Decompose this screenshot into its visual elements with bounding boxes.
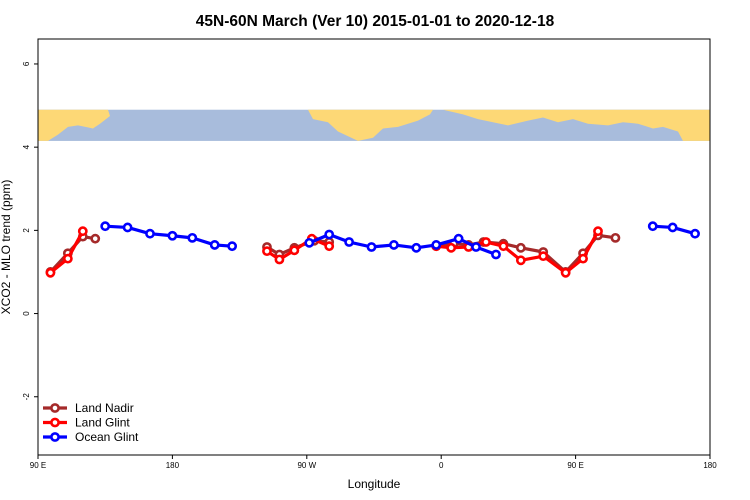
legend-marker <box>50 403 60 413</box>
x-tick-label: 180 <box>703 461 717 470</box>
data-point <box>344 237 355 247</box>
series-land-nadir <box>45 230 621 277</box>
legend-label: Ocean Glint <box>75 430 139 444</box>
data-point <box>538 251 549 262</box>
y-tick-label: 0 <box>22 311 31 316</box>
x-tick-label: 180 <box>166 461 180 470</box>
map-land-0 <box>38 109 110 141</box>
data-point <box>289 245 300 256</box>
x-tick-label: 0 <box>439 461 444 470</box>
legend-marker <box>50 417 60 428</box>
data-point <box>491 249 501 260</box>
data-point <box>498 241 509 252</box>
data-point <box>431 240 442 250</box>
x-tick-label: 90 W <box>297 461 316 470</box>
series-layer <box>45 221 700 278</box>
y-axis-label: XCO2 - MLO trend (ppm) <box>0 180 13 315</box>
data-point <box>209 240 220 250</box>
y-axis: -2 0 2 4 6 <box>22 61 38 400</box>
data-point <box>77 226 88 237</box>
data-point <box>145 228 155 239</box>
data-point <box>610 232 621 243</box>
data-point <box>167 230 178 241</box>
legend-label: Land Nadir <box>75 401 134 415</box>
x-tick-label: 90 E <box>30 461 46 470</box>
data-point <box>45 267 56 278</box>
legend-marker <box>50 432 60 442</box>
data-point <box>262 246 272 257</box>
legend-label: Land Glint <box>75 416 130 430</box>
data-point <box>304 237 315 248</box>
x-axis: 90 E 180 90 W 0 90 E 180 <box>30 455 717 470</box>
y-tick-label: 6 <box>22 61 31 66</box>
data-point <box>324 241 335 252</box>
data-point <box>187 232 198 243</box>
data-point <box>471 242 481 252</box>
data-point <box>578 253 588 264</box>
data-point <box>411 242 422 253</box>
data-point <box>389 240 399 250</box>
data-point <box>446 242 457 253</box>
series-ocean-glint <box>100 221 700 260</box>
data-point <box>274 254 285 265</box>
series-line <box>436 230 600 275</box>
y-tick-label: -2 <box>22 393 31 401</box>
series-line <box>308 232 497 256</box>
data-point <box>324 229 335 240</box>
world-map-strip <box>38 109 710 141</box>
map-land-1 <box>308 109 433 141</box>
map-land-2 <box>443 109 710 141</box>
y-tick-label: 4 <box>22 144 31 149</box>
data-point <box>227 241 238 252</box>
data-point <box>122 222 133 233</box>
data-point <box>667 222 678 233</box>
data-point <box>453 233 464 244</box>
data-point <box>62 253 73 264</box>
data-point <box>647 221 658 232</box>
data-point <box>593 226 603 237</box>
data-point <box>90 233 101 244</box>
y-tick-label: 2 <box>22 228 31 233</box>
data-point <box>690 228 700 239</box>
data-point <box>366 242 377 252</box>
x-axis-label: Longitude <box>348 477 401 491</box>
data-point <box>560 267 571 278</box>
data-point <box>481 237 491 247</box>
series-land-glint <box>45 226 603 278</box>
chart-title: 45N-60N March (Ver 10) 2015-01-01 to 202… <box>196 13 555 30</box>
x-tick-label: 90 E <box>567 461 583 470</box>
data-point <box>515 255 526 266</box>
data-point <box>100 221 111 232</box>
plot-frame <box>37 38 711 456</box>
data-point <box>515 242 526 253</box>
